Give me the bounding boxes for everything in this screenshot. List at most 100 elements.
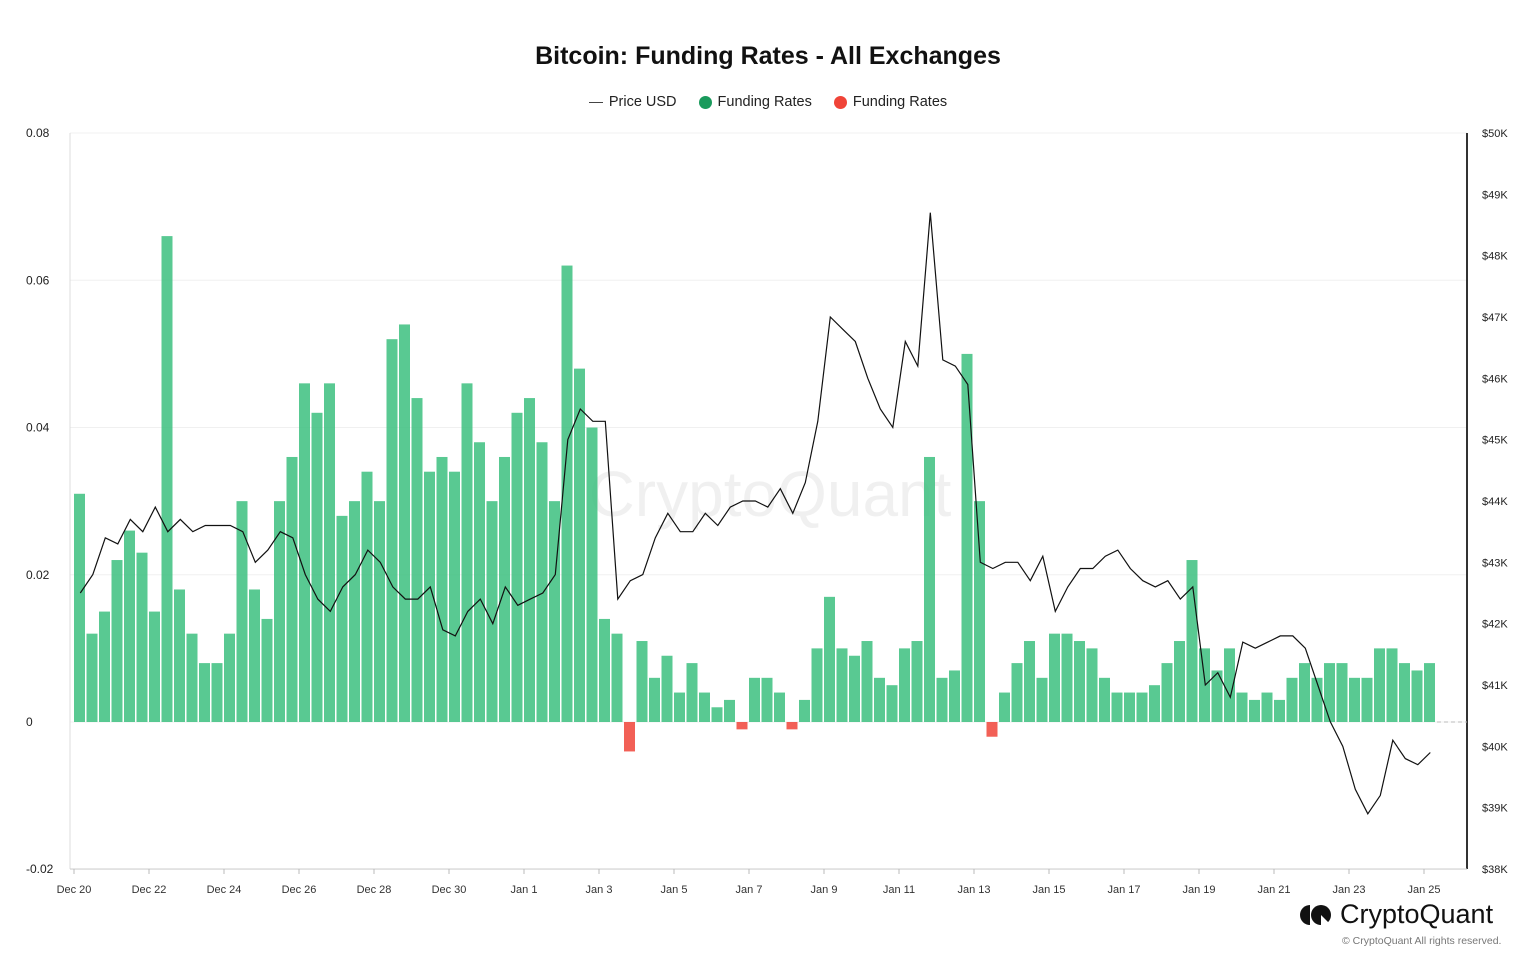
price-line: [79, 212, 1431, 815]
funding-bar: [586, 427, 598, 722]
funding-bar: [1224, 648, 1235, 722]
y-right-tick-label: $49K: [1482, 189, 1508, 201]
funding-bar: [899, 648, 910, 722]
y-left-tick-label: 0.06: [26, 273, 50, 287]
funding-bar: [636, 641, 648, 722]
funding-bar: [1061, 633, 1073, 722]
legend-item-price[interactable]: Price USD: [588, 94, 677, 110]
funding-bar: [199, 663, 210, 722]
x-tick-label: Jan 1: [511, 884, 538, 896]
funding-bar: [1211, 670, 1223, 722]
funding-bar: [836, 648, 848, 722]
x-tick-label: Jan 9: [811, 884, 838, 896]
funding-bar: [1274, 699, 1285, 722]
funding-bar: [999, 692, 1010, 722]
funding-bar: [1049, 633, 1060, 722]
legend-label: Price USD: [608, 94, 677, 110]
y-right-tick-label: $41K: [1482, 680, 1508, 692]
funding-bar: [224, 633, 235, 722]
funding-bar: [1324, 663, 1335, 722]
funding-bar: [1424, 663, 1435, 722]
funding-bar: [1399, 663, 1410, 722]
funding-bar: [1349, 677, 1360, 722]
funding-bar: [336, 515, 348, 722]
y-right-tick-label: $38K: [1482, 864, 1508, 876]
y-right-tick-label: $43K: [1482, 557, 1508, 569]
funding-bar: [1174, 641, 1185, 722]
funding-bar: [436, 456, 448, 722]
chart-title: Bitcoin: Funding Rates - All Exchanges: [535, 42, 1001, 70]
funding-bar: [561, 265, 573, 722]
funding-bar: [1236, 692, 1248, 722]
funding-bar: [474, 442, 485, 722]
funding-bar: [1361, 677, 1373, 722]
funding-bar: [99, 611, 110, 722]
y-right-tick-label: $46K: [1482, 373, 1508, 385]
y-right-tick-label: $50K: [1482, 128, 1508, 140]
red-dot-icon: [833, 95, 847, 109]
funding-bar: [186, 633, 198, 722]
funding-bar: [761, 677, 773, 722]
funding-bar: [261, 618, 273, 722]
x-tick-label: Jan 17: [1107, 884, 1140, 896]
funding-bar: [924, 456, 935, 722]
funding-bar: [374, 501, 385, 722]
funding-bar: [411, 398, 423, 722]
funding-bar: [536, 442, 548, 722]
x-tick-label: Jan 11: [883, 884, 915, 896]
funding-bar: [386, 339, 398, 722]
legend-item-funding-positive[interactable]: Funding Rates: [698, 94, 812, 110]
copyright: © CryptoQuant All rights reserved.: [1342, 935, 1502, 947]
funding-bar: [299, 383, 310, 722]
funding-bar: [1186, 560, 1198, 722]
funding-bar: [711, 707, 723, 722]
funding-bar: [686, 663, 698, 722]
funding-bar: [174, 589, 185, 722]
x-tick-label: Dec 22: [132, 884, 167, 896]
funding-bar: [774, 692, 785, 722]
funding-bar: [811, 648, 823, 722]
x-tick-label: Jan 25: [1407, 884, 1440, 896]
funding-bar: [624, 722, 635, 752]
x-tick-label: Dec 28: [357, 884, 392, 896]
y-right-tick-label: $47K: [1482, 312, 1508, 324]
y-right-tick-label: $44K: [1482, 496, 1508, 508]
x-tick-label: Jan 23: [1332, 884, 1365, 896]
y-right-tick-label: $39K: [1482, 803, 1508, 815]
brand-logo: CryptoQuant: [1298, 899, 1493, 930]
x-tick-label: Jan 7: [736, 884, 763, 896]
funding-bar: [349, 501, 360, 722]
funding-bar: [649, 677, 660, 722]
funding-bar: [961, 353, 973, 722]
funding-bar: [486, 501, 498, 722]
funding-bar: [549, 501, 560, 722]
y-left-tick-label: 0: [26, 715, 33, 729]
funding-bar: [974, 501, 985, 722]
funding-bar: [136, 552, 148, 722]
funding-bar: [1011, 663, 1023, 722]
funding-bar: [1286, 677, 1298, 722]
legend-item-funding-negative[interactable]: Funding Rates: [833, 94, 947, 110]
funding-bar: [799, 699, 810, 722]
funding-bar: [749, 677, 760, 722]
funding-bar: [211, 663, 223, 722]
funding-bar: [824, 596, 835, 722]
funding-bar: [736, 722, 748, 730]
funding-bar: [249, 589, 260, 722]
funding-bar: [124, 530, 135, 722]
funding-bar: [1099, 677, 1110, 722]
funding-bar: [611, 633, 623, 722]
watermark: CryptoQuant: [589, 458, 952, 530]
funding-bar: [149, 611, 160, 722]
x-tick-label: Jan 19: [1182, 884, 1215, 896]
green-dot-icon: [698, 95, 712, 109]
funding-bar: [661, 655, 673, 722]
y-left-tick-label: 0.04: [26, 421, 50, 435]
y-left-tick-label: -0.02: [26, 862, 54, 876]
funding-bar: [1149, 685, 1160, 722]
funding-bar: [1299, 663, 1310, 722]
funding-bar: [461, 383, 473, 722]
funding-bar: [874, 677, 885, 722]
brand-name: CryptoQuant: [1340, 899, 1494, 929]
funding-bar: [1036, 677, 1048, 722]
